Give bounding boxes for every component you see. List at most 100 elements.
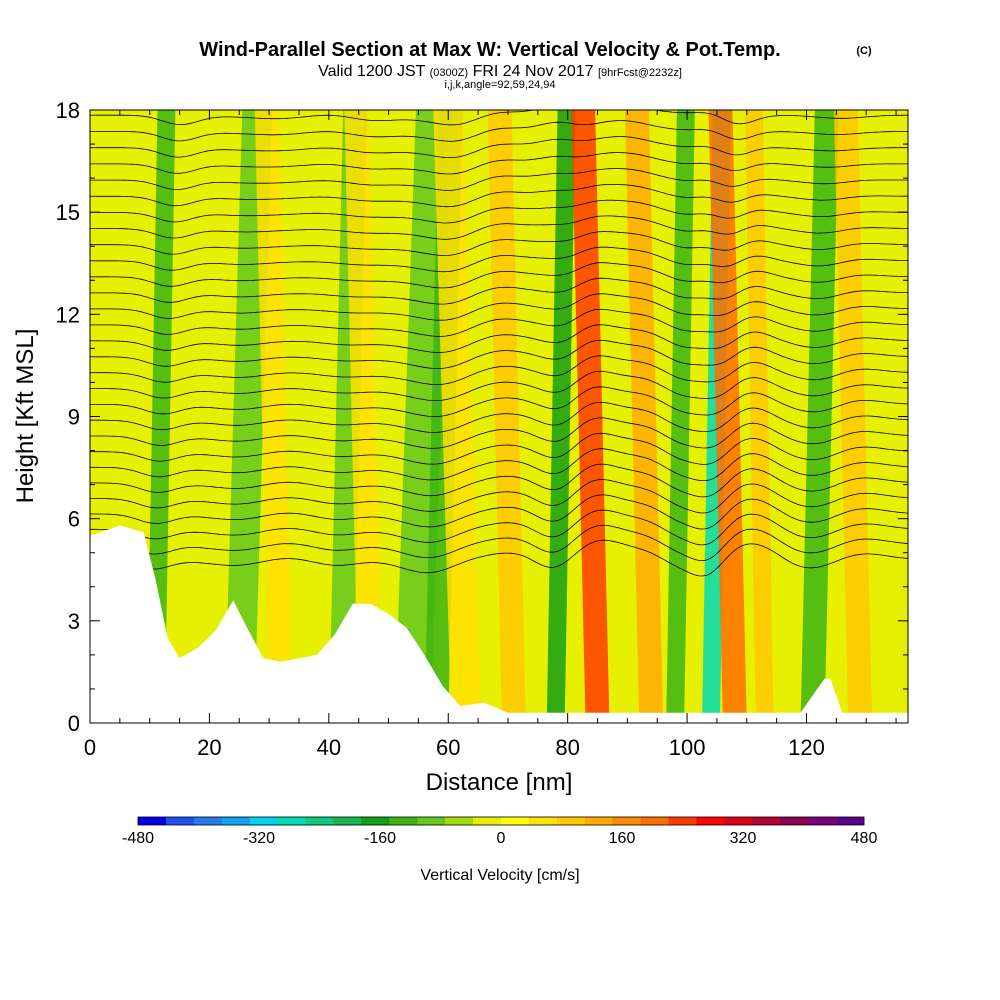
isentrope-line-0 <box>90 539 908 577</box>
isentrope-line-26 <box>90 136 908 158</box>
y-tick-label: 3 <box>68 609 80 634</box>
x-tick-label: 20 <box>197 735 221 760</box>
colorbar-swatch-23 <box>780 817 809 825</box>
colorbar-swatch-10 <box>417 817 446 825</box>
colorbar-swatch-16 <box>584 817 613 825</box>
colorbar-tick-label: 160 <box>609 830 636 847</box>
subtitle-valid: Valid 1200 JST <box>318 63 426 80</box>
isentrope-line-1 <box>90 524 908 562</box>
isentrope-lines <box>90 88 908 577</box>
colorbar-swatch-25 <box>836 817 865 825</box>
colorbar-tick-label: 0 <box>497 830 506 847</box>
isentrope-line-14 <box>90 324 908 353</box>
colorbar-swatch-14 <box>528 817 558 825</box>
isentrope-line-20 <box>90 231 908 256</box>
velocity-band-17 <box>833 110 873 723</box>
colorbar-swatch-20 <box>696 817 725 825</box>
isentrope-line-3 <box>90 494 908 530</box>
isentrope-line-5 <box>90 463 908 498</box>
velocity-band-0 <box>146 110 176 723</box>
colorbar-swatch-13 <box>501 817 530 825</box>
colorbar-swatch-15 <box>556 817 586 825</box>
chart-title: Wind-Parallel Section at Max W: Vertical… <box>199 39 780 61</box>
colorbar-swatch-1 <box>165 817 195 825</box>
x-tick-label: 100 <box>669 735 706 760</box>
subtitle-date: FRI 24 Nov 2017 <box>473 63 594 80</box>
y-tick-label: 15 <box>56 200 80 225</box>
vertical-velocity-field <box>146 110 873 723</box>
x-tick-label: 120 <box>788 735 825 760</box>
colorbar-swatch-18 <box>640 817 669 825</box>
velocity-band-8 <box>487 110 526 723</box>
colorbar-swatch-17 <box>612 817 641 825</box>
colorbar-swatch-2 <box>193 817 223 825</box>
isentrope-line-18 <box>90 262 908 289</box>
isentrope-line-28 <box>90 110 908 126</box>
colorbar-swatch-4 <box>249 817 278 825</box>
isentrope-line-29 <box>90 88 908 108</box>
velocity-band-9 <box>546 110 576 723</box>
isentrope-line-27 <box>90 120 908 142</box>
x-tick-label: 0 <box>84 735 96 760</box>
colorbar-swatch-11 <box>445 817 474 825</box>
colorbar-tick-label: 320 <box>730 830 757 847</box>
isentrope-line-23 <box>90 184 908 208</box>
y-tick-label: 12 <box>56 302 80 327</box>
subtitle-utc: (0300Z) <box>430 67 469 79</box>
velocity-band-12 <box>666 110 695 723</box>
x-axis-label: Distance [nm] <box>426 769 573 796</box>
isentrope-line-25 <box>90 152 908 175</box>
isentrope-line-21 <box>90 215 908 240</box>
isentrope-line-9 <box>90 401 908 433</box>
colorbar-swatch-0 <box>138 817 167 825</box>
x-axis: 0 20 40 60 80 100 120 <box>84 110 897 760</box>
plot-area <box>90 88 908 723</box>
y-tick-label: 9 <box>68 405 80 430</box>
isentrope-line-22 <box>90 199 908 224</box>
colorbar-swatch-7 <box>333 817 362 825</box>
x-tick-label: 40 <box>317 735 341 760</box>
velocity-band-14 <box>708 110 747 723</box>
colorbar-tick-label: 480 <box>851 830 878 847</box>
x-tick-label: 80 <box>555 735 579 760</box>
colorbar-swatch-5 <box>277 817 306 825</box>
isentrope-line-17 <box>90 277 908 305</box>
colorbar-swatch-24 <box>808 817 837 825</box>
isentrope-line-6 <box>90 448 908 481</box>
x-tick-label: 60 <box>436 735 460 760</box>
isentrope-line-7 <box>90 432 908 465</box>
colorbar-swatch-3 <box>221 817 250 825</box>
colorbar-tick-label: -160 <box>364 830 396 847</box>
colorbar: -480 -320 -160 0 160 320 480 <box>122 816 878 847</box>
y-axis: 0 3 6 9 12 15 18 <box>56 98 908 736</box>
isentrope-line-4 <box>90 479 908 514</box>
y-tick-label: 18 <box>56 98 80 123</box>
colorbar-tick-label: -320 <box>243 830 275 847</box>
isentrope-line-24 <box>90 168 908 191</box>
isentrope-line-12 <box>90 355 908 386</box>
subtitle-forecast: [9hrFcst@2232z] <box>598 67 682 79</box>
isentrope-line-10 <box>90 386 908 417</box>
colorbar-frame <box>137 816 865 826</box>
isentrope-line-13 <box>90 339 908 369</box>
colorbar-swatch-19 <box>668 817 697 825</box>
y-axis-label: Height [Kft MSL] <box>12 329 39 504</box>
velocity-band-4 <box>344 110 383 723</box>
colorbar-swatch-12 <box>473 817 502 825</box>
isentrope-line-11 <box>90 370 908 402</box>
colorbar-swatch-21 <box>724 817 753 825</box>
isentrope-line-19 <box>90 246 908 273</box>
velocity-band-16 <box>800 110 839 723</box>
chart-subtitle: Valid 1200 JST (0300Z) FRI 24 Nov 2017 [… <box>318 63 682 80</box>
y-tick-label: 6 <box>68 507 80 532</box>
colorbar-tick-label: -480 <box>122 830 154 847</box>
chart-title-mark: (C) <box>856 45 872 57</box>
colorbar-swatch-22 <box>752 817 781 825</box>
isentrope-line-8 <box>90 417 908 449</box>
colorbar-swatch-8 <box>361 817 390 825</box>
velocity-band-7 <box>433 110 482 723</box>
isentrope-line-16 <box>90 293 908 321</box>
velocity-band-15 <box>744 110 774 723</box>
chart-subtitle-2: i,j,k,angle=92,59,24,94 <box>444 79 555 91</box>
